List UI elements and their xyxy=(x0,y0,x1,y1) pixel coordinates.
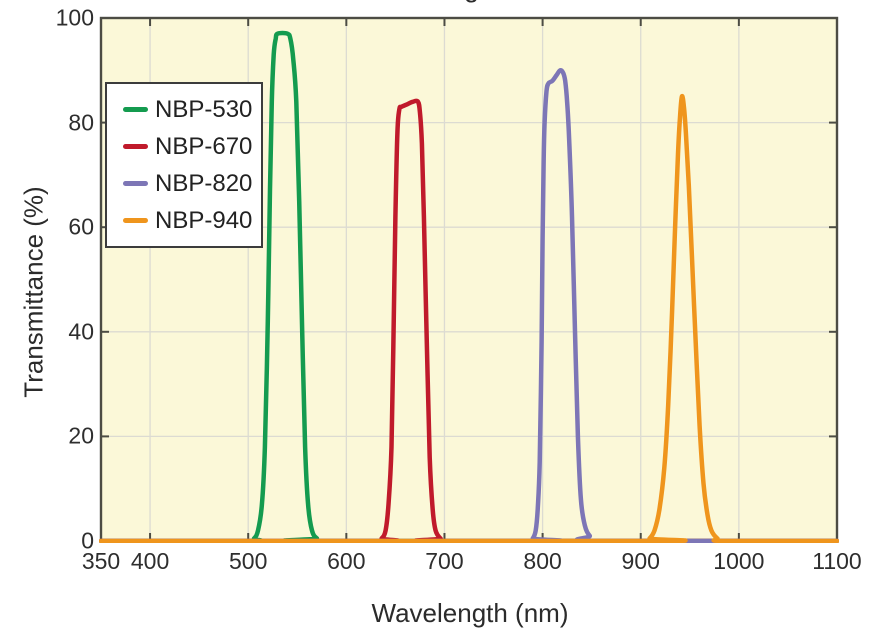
y-axis-title: Transmittance (%) xyxy=(18,186,49,398)
legend: NBP-530 NBP-670 NBP-820 NBP-940 xyxy=(105,82,263,248)
x-axis-tick-label: 1100 xyxy=(812,548,862,574)
legend-item-label: NBP-940 xyxy=(155,206,253,234)
legend-item-label: NBP-530 xyxy=(155,95,253,123)
legend-item: NBP-820 xyxy=(123,165,261,202)
x-axis-tick-label: 350 xyxy=(81,548,121,574)
legend-item: NBP-940 xyxy=(123,202,261,239)
legend-item: NBP-670 xyxy=(123,128,261,165)
y-axis-tick-label: 40 xyxy=(68,318,94,345)
legend-line-swatch xyxy=(123,181,148,186)
legend-item-label: NBP-670 xyxy=(155,132,253,160)
x-axis-title: Wavelength (nm) xyxy=(371,598,569,628)
x-axis-tick-label: 400 xyxy=(130,548,170,574)
x-axis-tick-label: 500 xyxy=(229,548,268,574)
x-axis-tick-label: 600 xyxy=(327,548,366,574)
filter-curve-nbp-670 xyxy=(99,98,839,543)
filter-curve-nbp-940 xyxy=(99,93,839,543)
y-axis-tick-label: 60 xyxy=(68,213,94,240)
y-axis-tick-label: 0 xyxy=(81,527,94,554)
x-axis-tick-label: 700 xyxy=(425,548,464,574)
y-axis-tick-label: 80 xyxy=(68,109,94,136)
filter-curve-nbp-820 xyxy=(99,68,839,543)
legend-line-swatch xyxy=(123,107,148,112)
legend-line-swatch xyxy=(123,218,148,223)
legend-line-swatch xyxy=(123,144,148,149)
legend-item: NBP-530 xyxy=(123,91,261,128)
legend-item-label: NBP-820 xyxy=(155,169,253,197)
clipped-title-fragment: g xyxy=(464,0,477,5)
x-axis-tick-label: 800 xyxy=(523,548,562,574)
filter-curve-nbp-530 xyxy=(99,30,839,543)
x-axis-tick-label: 900 xyxy=(621,548,660,574)
y-axis-tick-label: 100 xyxy=(55,4,94,31)
y-axis-tick-label: 20 xyxy=(68,422,94,449)
x-axis-tick-label: 1000 xyxy=(713,548,765,574)
